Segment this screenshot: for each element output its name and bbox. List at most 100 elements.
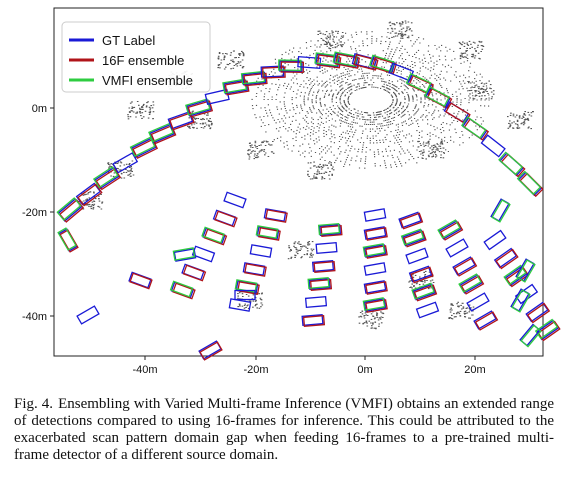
detection-box xyxy=(173,248,197,262)
detection-box xyxy=(224,80,250,96)
detection-box xyxy=(439,221,464,241)
detection-box xyxy=(511,289,531,313)
detection-box xyxy=(244,263,267,277)
x-tick-label: 20m xyxy=(464,364,485,376)
detection-box xyxy=(172,247,196,261)
detection-box xyxy=(172,282,196,300)
detection-box xyxy=(363,244,387,258)
detection-box xyxy=(368,54,395,73)
detection-box xyxy=(415,301,440,319)
detection-box xyxy=(460,275,485,295)
x-tick-label: -40m xyxy=(132,364,157,376)
detection-box xyxy=(318,223,342,237)
detection-box xyxy=(255,225,279,239)
detection-box xyxy=(400,228,425,246)
detection-box xyxy=(214,210,238,228)
detection-box xyxy=(498,151,524,176)
detection-box xyxy=(302,314,326,328)
legend: GT Label 16F ensemble VMFI ensemble xyxy=(61,21,211,93)
detection-box xyxy=(362,297,386,311)
detection-box xyxy=(311,259,335,273)
y-axis: 0m -20m -40m xyxy=(22,103,54,323)
detection-box xyxy=(313,260,336,274)
detection-box xyxy=(403,230,427,248)
caption-text: Ensembling with Varied Multi-frame Infer… xyxy=(14,396,554,463)
legend-label-16f: 16F ensemble xyxy=(102,53,184,68)
detection-figure: -40m -20m 0m 20m 0m -20m -40m GT Label 1… xyxy=(22,7,561,376)
detection-box xyxy=(491,199,511,223)
detection-box xyxy=(483,229,507,251)
y-tick-label: -20m xyxy=(22,207,47,219)
detection-box xyxy=(314,52,339,67)
detection-box xyxy=(365,227,388,241)
caption-label: Fig. 4. xyxy=(14,396,54,412)
detection-box xyxy=(187,100,214,118)
detection-box xyxy=(150,124,177,145)
detection-box xyxy=(237,281,260,295)
detection-box xyxy=(320,224,343,238)
x-axis: -40m -20m 0m 20m xyxy=(132,356,486,376)
detection-box xyxy=(363,208,387,222)
legend-label-gt: GT Label xyxy=(102,33,155,48)
detection-box xyxy=(317,222,341,236)
x-tick-label: 0m xyxy=(357,364,372,376)
detection-box xyxy=(363,226,387,240)
detection-box xyxy=(405,247,429,265)
detection-box xyxy=(186,99,212,117)
detection-box xyxy=(365,245,388,259)
detection-box xyxy=(308,277,331,291)
detection-box xyxy=(309,278,333,292)
detection-box xyxy=(307,276,330,290)
detection-box xyxy=(199,341,223,361)
detection-box xyxy=(334,53,361,69)
y-tick-label: -40m xyxy=(22,311,47,323)
detection-box xyxy=(234,289,256,301)
detection-box xyxy=(398,211,422,229)
detection-box xyxy=(57,227,77,251)
detection-box xyxy=(525,301,549,323)
detection-box xyxy=(228,298,252,312)
detection-box xyxy=(495,248,519,270)
detection-box xyxy=(76,305,100,325)
detection-box xyxy=(437,219,461,239)
detection-box xyxy=(365,281,388,295)
detection-box xyxy=(353,54,379,71)
detection-box xyxy=(169,112,195,131)
detection-box xyxy=(363,298,387,312)
detection-box xyxy=(304,295,328,309)
detection-box xyxy=(493,247,518,269)
detection-box xyxy=(445,238,469,258)
detection-box xyxy=(408,265,433,283)
detection-box xyxy=(413,284,438,302)
detection-box xyxy=(182,264,207,282)
detection-box xyxy=(452,256,476,276)
y-tick-label: 0m xyxy=(32,103,47,115)
detection-box xyxy=(333,52,359,68)
detection-box xyxy=(265,209,288,223)
detection-box xyxy=(516,170,542,196)
detection-box xyxy=(516,259,536,283)
detection-box xyxy=(169,280,194,298)
detection-box xyxy=(301,313,324,327)
detection-box xyxy=(235,280,259,294)
detection-box xyxy=(256,226,280,240)
detection-box xyxy=(466,292,490,312)
detection-box xyxy=(363,262,387,276)
detection-boxes xyxy=(56,51,561,361)
detection-box xyxy=(278,59,302,72)
detection-box xyxy=(410,266,434,284)
detection-box xyxy=(520,324,542,348)
detection-box xyxy=(332,51,358,67)
detection-box xyxy=(474,311,499,331)
detection-box xyxy=(365,299,388,313)
detection-box xyxy=(77,183,103,207)
x-tick-label: -20m xyxy=(243,364,268,376)
detection-box xyxy=(505,266,530,288)
detection-box xyxy=(203,228,228,246)
detection-box xyxy=(461,116,487,139)
detection-box xyxy=(453,257,478,277)
detection-box xyxy=(242,262,266,276)
detection-box xyxy=(458,273,482,293)
figure-caption: Fig. 4. Ensembling with Varied Multi-fram… xyxy=(14,396,554,464)
detection-box xyxy=(315,53,340,68)
